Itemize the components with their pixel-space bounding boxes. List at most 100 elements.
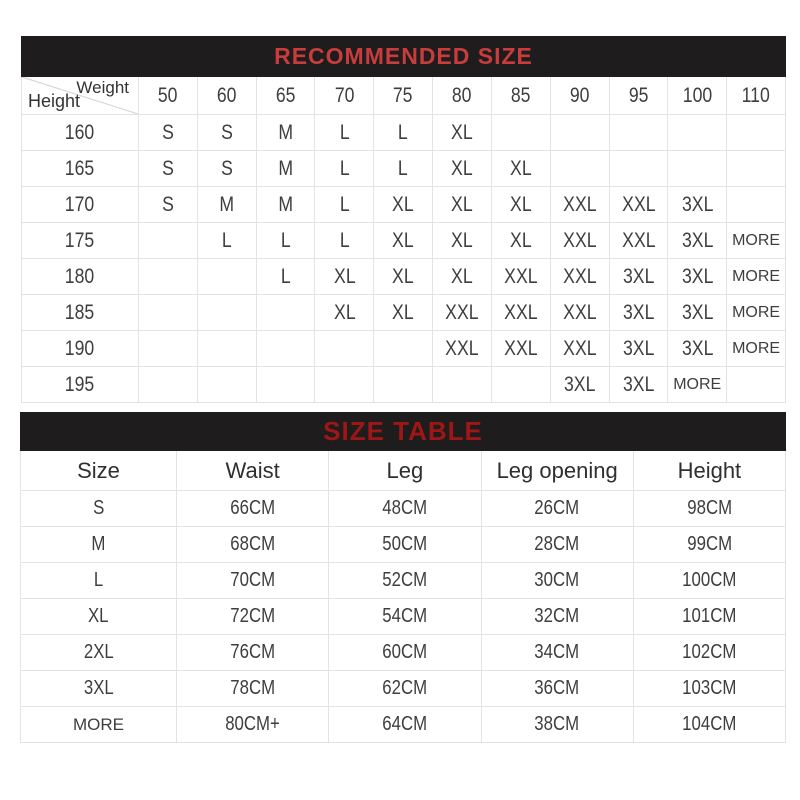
size-table-cell: 48CM xyxy=(328,490,482,527)
size-table-cell-text: 30CM xyxy=(534,569,580,591)
size-cell: L xyxy=(314,186,375,223)
weight-header-90-text: 90 xyxy=(569,83,590,107)
size-table-size-label: S xyxy=(20,490,177,527)
size-cell-text: XXL xyxy=(504,300,538,324)
size-table-cell-text: 64CM xyxy=(382,713,428,735)
size-cell: XL xyxy=(373,258,434,295)
height-label-185: 185 xyxy=(21,294,139,331)
size-cell: XL xyxy=(432,222,492,259)
size-cell: M xyxy=(196,186,257,223)
size-table-cell: 64CM xyxy=(328,706,482,743)
size-cell-text: S xyxy=(162,156,174,180)
size-table-row-3XL: 3XL 78CM 62CM 36CM 103CM xyxy=(20,670,787,707)
size-table-header-height: Height xyxy=(632,450,787,491)
size-table-row-2XL: 2XL 76CM 60CM 34CM 102CM xyxy=(20,634,787,671)
size-cell-text: XL xyxy=(392,300,414,324)
size-table-cell-text: 66CM xyxy=(230,497,276,519)
size-table-cell: 34CM xyxy=(480,634,634,671)
size-table-cell: 102CM xyxy=(632,634,787,671)
size-cell-text: M xyxy=(278,156,293,180)
weight-header-65-text: 65 xyxy=(275,83,296,107)
height-label-190-text: 190 xyxy=(65,336,95,360)
size-cell: XL xyxy=(432,114,492,151)
height-weight-corner-cell: Weight Height xyxy=(21,76,139,115)
size-cell: XXL xyxy=(490,258,551,295)
size-cell-text: XXL xyxy=(621,228,656,252)
size-table-cell-text: 101CM xyxy=(682,605,737,627)
size-cell xyxy=(138,222,198,259)
size-cell-text: S xyxy=(162,192,174,216)
size-cell: XL xyxy=(314,294,375,331)
weight-header-80-text: 80 xyxy=(452,83,472,107)
recommended-size-table: RECOMMENDED SIZE Weight Height 50 60 65 70 7… xyxy=(21,36,786,403)
size-table-row-S: S 66CM 48CM 26CM 98CM xyxy=(20,490,787,527)
size-table-cell: 28CM xyxy=(480,526,634,563)
size-table-cell-text: 54CM xyxy=(382,605,428,627)
size-cell: XL xyxy=(432,258,492,295)
size-cell-text: XL xyxy=(509,156,532,180)
size-cell xyxy=(138,330,198,367)
weight-header-110: 110 xyxy=(726,76,786,115)
size-cell: S xyxy=(138,186,198,223)
size-table-cell: 104CM xyxy=(632,706,787,743)
size-table-cell-text: 38CM xyxy=(534,713,580,735)
size-cell: XXL xyxy=(490,294,551,331)
size-cell xyxy=(255,330,316,367)
size-cell-text: S xyxy=(220,120,233,144)
height-label-160: 160 xyxy=(21,114,139,151)
size-table-size-label-text: XL xyxy=(88,605,109,627)
size-cell xyxy=(726,366,786,403)
recommended-title-row: RECOMMENDED SIZE xyxy=(21,36,786,77)
size-cell-text: XXL xyxy=(562,336,597,360)
size-cell-text: 3XL xyxy=(681,228,713,252)
size-cell xyxy=(726,114,786,151)
size-cell: S xyxy=(196,150,257,187)
size-table-row-XL: XL 72CM 54CM 32CM 101CM xyxy=(20,598,787,635)
size-table-size-label: 3XL xyxy=(20,670,177,707)
size-table-cell-text: 48CM xyxy=(382,497,428,519)
height-label-170-text: 170 xyxy=(65,192,95,216)
size-cell: XL xyxy=(490,150,551,187)
size-table-cell: 70CM xyxy=(175,562,330,599)
size-table-cell-text: 34CM xyxy=(534,641,580,663)
size-cell xyxy=(138,258,198,295)
size-cell-text: S xyxy=(162,120,174,144)
weight-header-90: 90 xyxy=(549,76,610,115)
size-cell: MORE xyxy=(726,294,786,331)
size-cell-text: 3XL xyxy=(622,300,655,324)
weight-header-65: 65 xyxy=(255,76,316,115)
size-table-cell-text: 78CM xyxy=(230,677,276,699)
size-cell: XXL xyxy=(490,330,551,367)
size-cell xyxy=(138,366,198,403)
size-cell xyxy=(196,294,257,331)
size-table-size-label: L xyxy=(20,562,177,599)
size-cell-text: XL xyxy=(451,120,473,144)
size-table-cell-text: 52CM xyxy=(382,569,428,591)
recommended-row-190: 190 XXL XXL XXL 3XL 3XL MORE xyxy=(21,330,786,367)
recommended-header-row: Weight Height 50 60 65 70 75 80 85 90 95 100 110 xyxy=(21,76,786,115)
size-table-cell-text: 103CM xyxy=(682,677,737,699)
size-cell: 3XL xyxy=(608,294,669,331)
size-cell-text: 3XL xyxy=(681,336,713,360)
size-cell xyxy=(196,258,257,295)
size-cell: MORE xyxy=(726,258,786,295)
size-table-cell-text: 102CM xyxy=(682,641,737,663)
size-table-cell: 80CM+ xyxy=(175,706,330,743)
size-table-header-leg-opening: Leg opening xyxy=(480,450,634,491)
weight-header-70: 70 xyxy=(314,76,375,115)
size-cell-text: XL xyxy=(451,264,473,288)
size-table-size-label-text: 2XL xyxy=(83,641,114,663)
size-cell xyxy=(196,366,257,403)
size-cell: L xyxy=(255,258,316,295)
size-cell-text: XXL xyxy=(445,300,479,324)
size-table-size-label-text: M xyxy=(91,533,106,555)
size-cell xyxy=(138,294,198,331)
recommended-row-185: 185 XL XL XXL XXL XXL 3XL 3XL MORE xyxy=(21,294,786,331)
size-cell: XXL xyxy=(608,222,669,259)
height-label-170: 170 xyxy=(21,186,139,223)
size-cell: XL xyxy=(314,258,375,295)
size-table-cell: 68CM xyxy=(175,526,330,563)
size-table-cell-text: 28CM xyxy=(534,533,580,555)
size-table-size-label-text: S xyxy=(92,497,105,519)
height-label-195: 195 xyxy=(21,366,139,403)
